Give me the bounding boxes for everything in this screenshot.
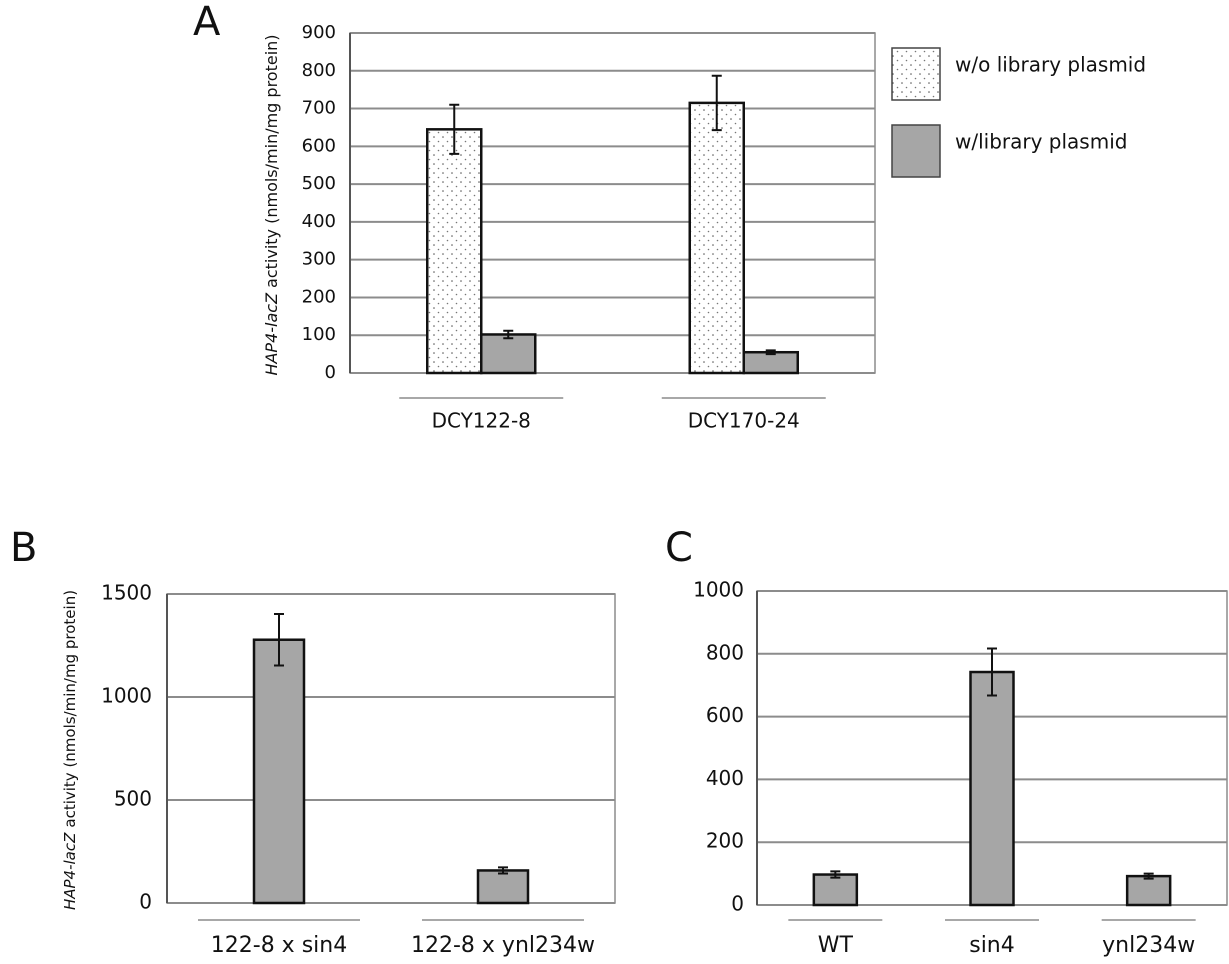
y-axis-label-italic: HAP4-lacZ xyxy=(262,292,281,376)
legend-label: w/o library plasmid xyxy=(955,53,1146,77)
x-tick-label: DCY122-8 xyxy=(432,409,531,433)
x-tick-label: 122-8 x ynl234w xyxy=(411,933,595,958)
y-tick-label: 800 xyxy=(302,60,336,81)
y-tick-label: 1000 xyxy=(101,684,152,708)
y-axis-label-text: activity (nmols/min/mg protein) xyxy=(61,590,79,828)
bar xyxy=(480,333,537,375)
y-tick-label: 900 xyxy=(302,22,336,43)
bar xyxy=(252,638,306,905)
y-axis-label-italic: HAP4-lacZ xyxy=(61,832,79,910)
error-bar xyxy=(1143,872,1154,880)
y-tick-label: 1000 xyxy=(693,578,744,602)
error-bar xyxy=(830,870,841,879)
y-tick-label: 0 xyxy=(325,362,336,383)
y-tick-label: 400 xyxy=(706,766,744,790)
plot-frame xyxy=(166,593,616,904)
legend-swatch xyxy=(891,124,941,178)
y-tick-label: 200 xyxy=(706,829,744,853)
error-bar xyxy=(449,103,460,155)
x-tick-label: WT xyxy=(818,933,854,958)
bar xyxy=(476,869,530,905)
y-tick-label: 600 xyxy=(302,135,336,156)
y-tick-label: 300 xyxy=(302,249,336,270)
bar xyxy=(969,670,1015,907)
x-tick-label: ynl234w xyxy=(1102,933,1195,958)
bar xyxy=(812,873,859,907)
error-bar xyxy=(274,612,284,667)
x-tick-label: DCY170-24 xyxy=(688,409,800,433)
x-tick-label: sin4 xyxy=(969,933,1015,958)
y-tick-label: 100 xyxy=(302,324,336,345)
error-bar xyxy=(987,647,997,697)
bar xyxy=(688,101,745,375)
bar xyxy=(742,350,799,375)
y-tick-label: 1500 xyxy=(101,581,152,605)
y-axis-label-text: activity (nmols/min/mg protein) xyxy=(262,34,281,288)
y-tick-label: 400 xyxy=(302,211,336,232)
error-bar xyxy=(503,329,514,340)
y-tick-label: 700 xyxy=(302,98,336,119)
y-tick-label: 0 xyxy=(139,890,152,914)
x-tick-label: 122-8 x sin4 xyxy=(211,933,347,958)
y-tick-label: 500 xyxy=(114,787,152,811)
panel-label: B xyxy=(10,525,37,571)
error-bar xyxy=(498,866,508,875)
y-tick-label: 200 xyxy=(302,286,336,307)
legend-label: w/library plasmid xyxy=(955,130,1127,154)
y-tick-label: 500 xyxy=(302,173,336,194)
y-tick-label: 800 xyxy=(706,640,744,664)
panel-label: C xyxy=(665,525,693,571)
panel-label: A xyxy=(193,0,221,45)
y-axis-label: HAP4-lacZ activity (nmols/min/mg protein) xyxy=(262,34,281,375)
bar xyxy=(1125,874,1172,907)
legend-swatch xyxy=(891,47,941,101)
y-tick-label: 600 xyxy=(706,703,744,727)
y-tick-label: 0 xyxy=(731,892,744,916)
error-bar xyxy=(711,74,722,132)
y-axis-label: HAP4-lacZ activity (nmols/min/mg protein) xyxy=(61,590,79,910)
error-bar xyxy=(765,349,776,356)
bar xyxy=(426,128,483,375)
